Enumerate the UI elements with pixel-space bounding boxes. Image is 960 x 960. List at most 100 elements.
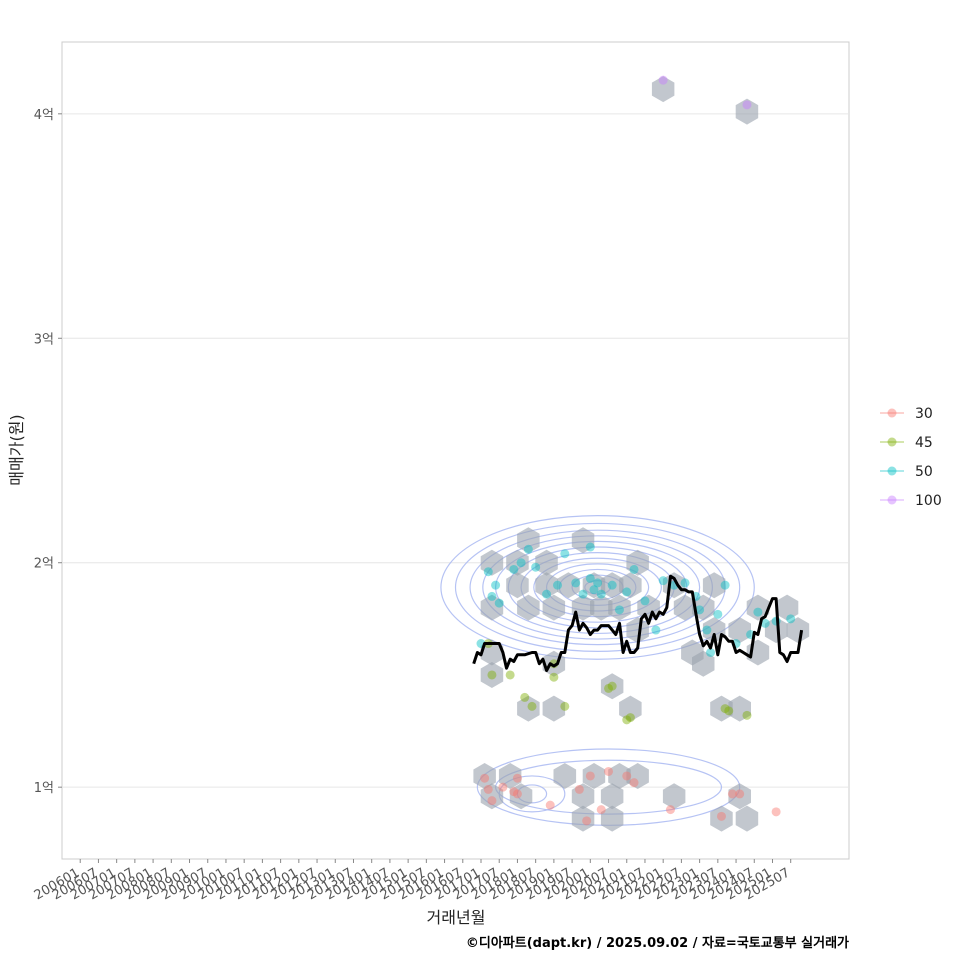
scatter-point-30 — [596, 805, 606, 815]
hexbin — [590, 594, 613, 621]
hexbin — [728, 617, 751, 644]
hexbin — [619, 695, 642, 722]
legend: 30 45 50 100 — [880, 406, 942, 509]
scatter-point-50 — [702, 625, 712, 635]
scatter-point-50 — [651, 625, 661, 635]
legend-key-100 — [887, 495, 897, 505]
hexbin — [710, 805, 733, 832]
scatter-point-30 — [487, 796, 497, 806]
scatter-point-50 — [753, 607, 763, 617]
legend-label-45: 45 — [915, 435, 933, 451]
hexbin — [517, 594, 540, 621]
density-contour — [454, 522, 741, 652]
hexbin — [619, 572, 642, 599]
scatter-point-50 — [640, 596, 650, 606]
scatter-point-50 — [720, 580, 730, 590]
x-axis-title: 거래년월 — [427, 908, 486, 927]
scatter-point-45 — [549, 672, 559, 682]
scatter-point-45 — [604, 683, 614, 693]
hexbin — [786, 617, 810, 644]
hexbin — [735, 805, 759, 832]
scatter-point-30 — [622, 771, 632, 781]
hexbin — [557, 572, 580, 599]
hexbin — [480, 662, 504, 688]
hexbin — [626, 549, 649, 576]
scatter-point-50 — [560, 549, 570, 559]
hexbin — [600, 572, 624, 599]
legend-label-30: 30 — [915, 406, 933, 422]
legend-item-30: 30 — [880, 406, 933, 422]
scatter-point-50 — [695, 605, 705, 615]
hexbin — [626, 617, 649, 644]
scatter-point-30 — [512, 773, 522, 783]
y-axis-title: 매매가(원) — [7, 414, 26, 485]
hexbin — [480, 549, 504, 576]
caption: ©디아파트(dapt.kr) / 2025.09.02 / 자료=국토교통부 실… — [466, 935, 849, 951]
scatter-point-50 — [713, 609, 723, 619]
legend-key-50 — [887, 466, 897, 476]
scatter-point-30 — [498, 782, 508, 792]
scatter-point-50 — [614, 605, 624, 615]
scatter-point-30 — [665, 805, 675, 815]
scatter-point-50 — [491, 580, 501, 590]
scatter-point-45 — [505, 670, 515, 680]
scatter-point-50 — [494, 598, 504, 608]
hexbin — [480, 783, 504, 810]
scatter-point-30 — [480, 773, 490, 783]
scatter-point-30 — [629, 778, 639, 788]
scatter-point-45 — [625, 713, 635, 723]
scatter-point-45 — [607, 681, 617, 691]
scatter-point-30 — [574, 784, 584, 794]
scatter-point-45 — [720, 704, 730, 714]
hexbin — [517, 527, 540, 554]
plot-panel — [61, 41, 850, 860]
hexbin — [728, 695, 751, 722]
scatter-point-50 — [585, 573, 595, 583]
scatter-point-50 — [483, 567, 493, 577]
trend-line — [472, 574, 804, 672]
hexbin — [473, 763, 496, 789]
scatter-point-50 — [680, 578, 690, 588]
scatter-point-50 — [589, 585, 599, 595]
scatter-point-50 — [531, 562, 541, 572]
scatter-point-30 — [771, 807, 781, 817]
scatter-point-30 — [585, 771, 595, 781]
scatter-point-50 — [706, 648, 716, 658]
hexbin — [608, 594, 631, 621]
scatter-point-45 — [487, 670, 497, 680]
hexbin — [509, 783, 533, 810]
density-contour — [494, 540, 701, 635]
y-tick-label: 4억 — [34, 108, 54, 123]
x-axis-ticks: 2006012006072007012007072008012008072009… — [32, 859, 793, 903]
legend-item-45: 45 — [880, 435, 933, 451]
scatter-point-50 — [487, 591, 497, 601]
scatter-point-50 — [571, 578, 581, 588]
scatter-point-50 — [658, 576, 668, 586]
hexbin — [553, 763, 577, 789]
hexbin — [651, 76, 675, 103]
scatter-point-50 — [578, 589, 588, 599]
hexbin — [764, 617, 788, 644]
hexbin — [506, 572, 529, 599]
hexbin — [571, 527, 595, 554]
hexbin — [582, 763, 606, 789]
scatter-point-30 — [716, 811, 726, 821]
hexbin — [673, 594, 697, 621]
density-contour — [440, 514, 755, 660]
scatter-point-50 — [760, 618, 770, 628]
scatter-point-50 — [786, 614, 796, 624]
hexbin — [571, 783, 595, 810]
hexbin — [600, 783, 624, 810]
hexbin — [517, 695, 540, 722]
legend-item-100: 100 — [880, 493, 942, 509]
trend-line-layer — [472, 574, 804, 672]
legend-item-50: 50 — [880, 464, 933, 480]
hexbin — [582, 572, 606, 599]
hexbin — [702, 572, 726, 599]
hexbin — [710, 695, 733, 722]
hexbin — [662, 783, 686, 810]
hexbin — [480, 594, 504, 621]
y-axis-ticks: 1억 2억 3억 4억 — [34, 108, 62, 796]
hexbin — [600, 805, 624, 832]
